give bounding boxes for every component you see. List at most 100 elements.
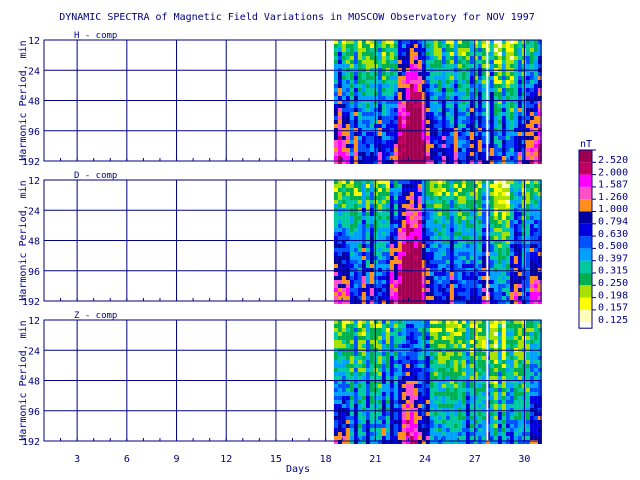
spectrum-cell: [505, 432, 510, 436]
spectrum-cell: [521, 56, 526, 60]
spectrum-cell: [417, 408, 422, 412]
spectrum-cell: [401, 192, 406, 196]
spectrum-cell: [409, 144, 414, 148]
spectrum-cell: [389, 148, 394, 152]
spectrum-cell: [369, 424, 374, 428]
spectrum-cell: [333, 404, 338, 408]
spectrum-cell: [469, 44, 474, 48]
spectrum-cell: [537, 332, 542, 336]
spectrum-cell: [441, 264, 446, 268]
spectrum-cell: [365, 380, 370, 384]
spectrum-cell: [497, 400, 502, 404]
spectrum-cell: [437, 160, 442, 164]
spectrum-cell: [465, 332, 470, 336]
spectrum-cell: [493, 40, 498, 44]
spectrum-cell: [473, 128, 478, 132]
spectrum-cell: [473, 56, 478, 60]
spectrum-cell: [401, 440, 406, 444]
spectrum-cell: [449, 136, 454, 140]
spectrum-cell: [369, 124, 374, 128]
spectrum-cell: [517, 388, 522, 392]
spectrum-cell: [393, 228, 398, 232]
spectrum-cell: [517, 156, 522, 160]
spectrum-cell: [425, 352, 430, 356]
spectrum-cell: [365, 412, 370, 416]
spectrum-cell: [533, 336, 538, 340]
spectrum-cell: [481, 372, 486, 376]
spectrum-cell: [537, 384, 542, 388]
spectrum-cell: [469, 40, 474, 44]
spectrum-cell: [493, 116, 498, 120]
spectrum-cell: [517, 76, 522, 80]
spectrum-cell: [453, 360, 458, 364]
spectrum-cell: [421, 40, 426, 44]
spectrum-cell: [405, 144, 410, 148]
spectrum-cell: [493, 108, 498, 112]
spectrum-cell: [457, 412, 462, 416]
spectrum-cell: [429, 88, 434, 92]
spectrum-cell: [333, 332, 338, 336]
spectrum-cell: [445, 268, 450, 272]
spectrum-cell: [525, 252, 530, 256]
spectrum-cell: [349, 184, 354, 188]
spectrum-cell: [385, 292, 390, 296]
spectrum-cell: [353, 264, 358, 268]
spectrum-cell: [409, 148, 414, 152]
spectrum-cell: [505, 320, 510, 324]
spectrum-cell: [529, 200, 534, 204]
spectrum-cell: [449, 120, 454, 124]
spectrum-cell: [529, 412, 534, 416]
spectrum-cell: [349, 108, 354, 112]
spectrum-cell: [417, 200, 422, 204]
spectrum-cell: [369, 336, 374, 340]
spectrum-cell: [365, 224, 370, 228]
spectrum-cell: [373, 440, 378, 444]
spectrum-cell: [421, 132, 426, 136]
spectrum-cell: [353, 376, 358, 380]
spectrum-cell: [365, 192, 370, 196]
spectrum-cell: [449, 128, 454, 132]
spectrum-cell: [425, 324, 430, 328]
spectrum-cell: [421, 368, 426, 372]
spectrum-cell: [473, 160, 478, 164]
spectrum-cell: [389, 364, 394, 368]
spectrum-cell: [465, 424, 470, 428]
spectrum-cell: [397, 440, 402, 444]
spectrum-cell: [357, 44, 362, 48]
spectrum-cell: [517, 380, 522, 384]
spectrum-cell: [401, 64, 406, 68]
spectrum-cell: [349, 64, 354, 68]
spectrum-cell: [433, 328, 438, 332]
spectrum-cell: [477, 72, 482, 76]
spectrum-cell: [401, 88, 406, 92]
spectrum-cell: [505, 388, 510, 392]
spectrum-cell: [437, 196, 442, 200]
spectrum-cell: [461, 236, 466, 240]
spectrum-cell: [365, 288, 370, 292]
spectrum-cell: [389, 276, 394, 280]
spectrum-cell: [401, 112, 406, 116]
spectrum-cell: [397, 368, 402, 372]
spectrum-cell: [465, 144, 470, 148]
spectrum-cell: [429, 280, 434, 284]
spectrum-cell: [409, 332, 414, 336]
spectrum-cell: [349, 156, 354, 160]
spectrum-cell: [433, 80, 438, 84]
spectrum-cell: [337, 192, 342, 196]
spectrum-cell: [429, 136, 434, 140]
spectrum-cell: [337, 252, 342, 256]
spectrum-cell: [449, 212, 454, 216]
spectrum-cell: [409, 344, 414, 348]
spectrum-cell: [385, 160, 390, 164]
spectrum-cell: [473, 264, 478, 268]
spectrum-cell: [397, 60, 402, 64]
spectrum-cell: [333, 424, 338, 428]
spectrum-cell: [345, 140, 350, 144]
spectrum-cell: [501, 120, 506, 124]
spectrum-cell: [413, 128, 418, 132]
spectrum-cell: [489, 88, 494, 92]
spectrum-cell: [521, 148, 526, 152]
spectrum-cell: [405, 80, 410, 84]
spectrum-cell: [429, 120, 434, 124]
spectrum-cell: [385, 88, 390, 92]
